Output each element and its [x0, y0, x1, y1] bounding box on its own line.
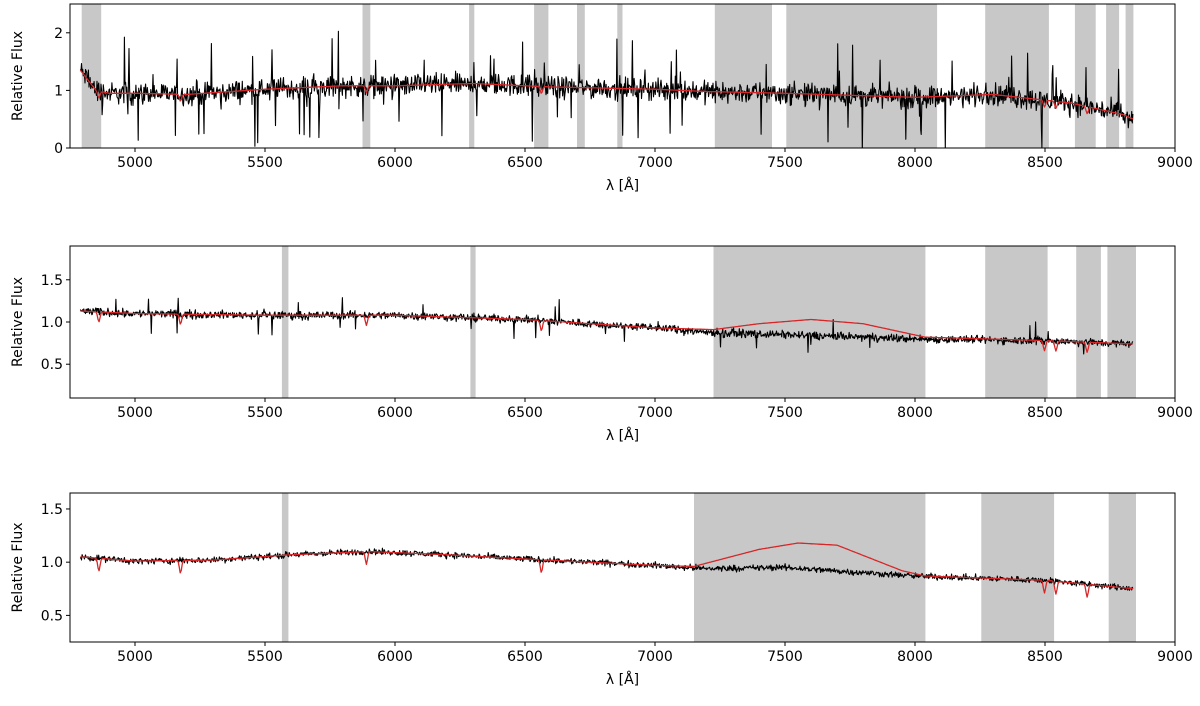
masked-region [985, 4, 1049, 148]
masked-region [1107, 246, 1136, 398]
x-tick-label: 9000 [1157, 649, 1193, 665]
masked-region [281, 493, 289, 642]
y-tick-label: 1.5 [41, 502, 63, 518]
panel-1: 5000 5500 6000 6500 7000 7500 8000 8500 9000 0 1 2 λ… [10, 3, 1193, 194]
x-tick-label: 6500 [507, 155, 543, 171]
x-tick-label: 8500 [1027, 649, 1063, 665]
masked-region [714, 4, 772, 148]
series-line-2 [80, 310, 1133, 353]
x-tick-label: 7500 [767, 155, 803, 171]
y-tick-label: 0.5 [41, 357, 63, 373]
masked-region [713, 246, 926, 398]
masked-region [81, 4, 102, 148]
y-tick-label: 0 [54, 141, 63, 157]
masked-region [534, 4, 549, 148]
y-axis-label: Relative Flux [10, 277, 26, 367]
series-line-2 [80, 542, 1133, 598]
y-tick-label: 1 [54, 83, 63, 99]
y-axis-label: Relative Flux [10, 31, 26, 121]
series-line-1 [79, 547, 1134, 591]
x-tick-label: 5000 [117, 649, 153, 665]
x-tick-label: 7500 [767, 649, 803, 665]
masked-region [281, 246, 289, 398]
panel-3: 5000 5500 6000 6500 7000 7500 8000 8500 9000 0.5 1… [10, 492, 1193, 688]
x-tick-label: 6500 [507, 649, 543, 665]
x-tick-label: 8000 [897, 649, 933, 665]
panel-2: 5000 5500 6000 6500 7000 7500 8000 8500 9000 0.5 1… [10, 245, 1193, 444]
x-tick-label: 8000 [897, 155, 933, 171]
x-tick-label: 7000 [637, 155, 673, 171]
x-axis-label: λ [Å] [606, 671, 639, 688]
x-axis-label: λ [Å] [606, 427, 639, 444]
x-tick-label: 6000 [377, 649, 413, 665]
x-tick-label: 6000 [377, 405, 413, 421]
x-tick-label: 8500 [1027, 155, 1063, 171]
x-axis-label: λ [Å] [606, 177, 639, 194]
masked-region [469, 4, 475, 148]
x-tick-label: 7500 [767, 405, 803, 421]
x-tick-label: 5500 [247, 155, 283, 171]
series-line-1 [79, 297, 1134, 355]
x-tick-label: 8000 [897, 405, 933, 421]
masked-region [362, 4, 371, 148]
masked-region [1125, 4, 1134, 148]
x-tick-label: 5000 [117, 155, 153, 171]
x-tick-label: 8500 [1027, 405, 1063, 421]
masked-region [694, 493, 926, 642]
masked-region [1108, 493, 1136, 642]
masked-region [1076, 246, 1101, 398]
plot-frame [69, 492, 1176, 643]
x-tick-label: 7000 [637, 649, 673, 665]
x-tick-label: 5500 [247, 649, 283, 665]
y-tick-label: 1.0 [41, 555, 63, 571]
series-line-1 [79, 30, 1134, 148]
y-tick-label: 1.5 [41, 273, 63, 289]
y-tick-label: 1.0 [41, 315, 63, 331]
x-tick-label: 9000 [1157, 405, 1193, 421]
masked-region [577, 4, 585, 148]
x-tick-label: 9000 [1157, 155, 1193, 171]
y-axis-label: Relative Flux [10, 522, 26, 612]
x-tick-label: 5500 [247, 405, 283, 421]
masked-region [981, 493, 1055, 642]
y-tick-label: 2 [54, 26, 63, 42]
y-tick-label: 0.5 [41, 608, 63, 624]
masked-region [470, 246, 476, 398]
masked-region [985, 246, 1048, 398]
plot-frame [69, 3, 1176, 149]
series-line-2 [79, 69, 1134, 120]
x-tick-label: 6500 [507, 405, 543, 421]
x-tick-label: 7000 [637, 405, 673, 421]
masked-region [1106, 4, 1120, 148]
x-tick-label: 5000 [117, 405, 153, 421]
x-tick-label: 6000 [377, 155, 413, 171]
